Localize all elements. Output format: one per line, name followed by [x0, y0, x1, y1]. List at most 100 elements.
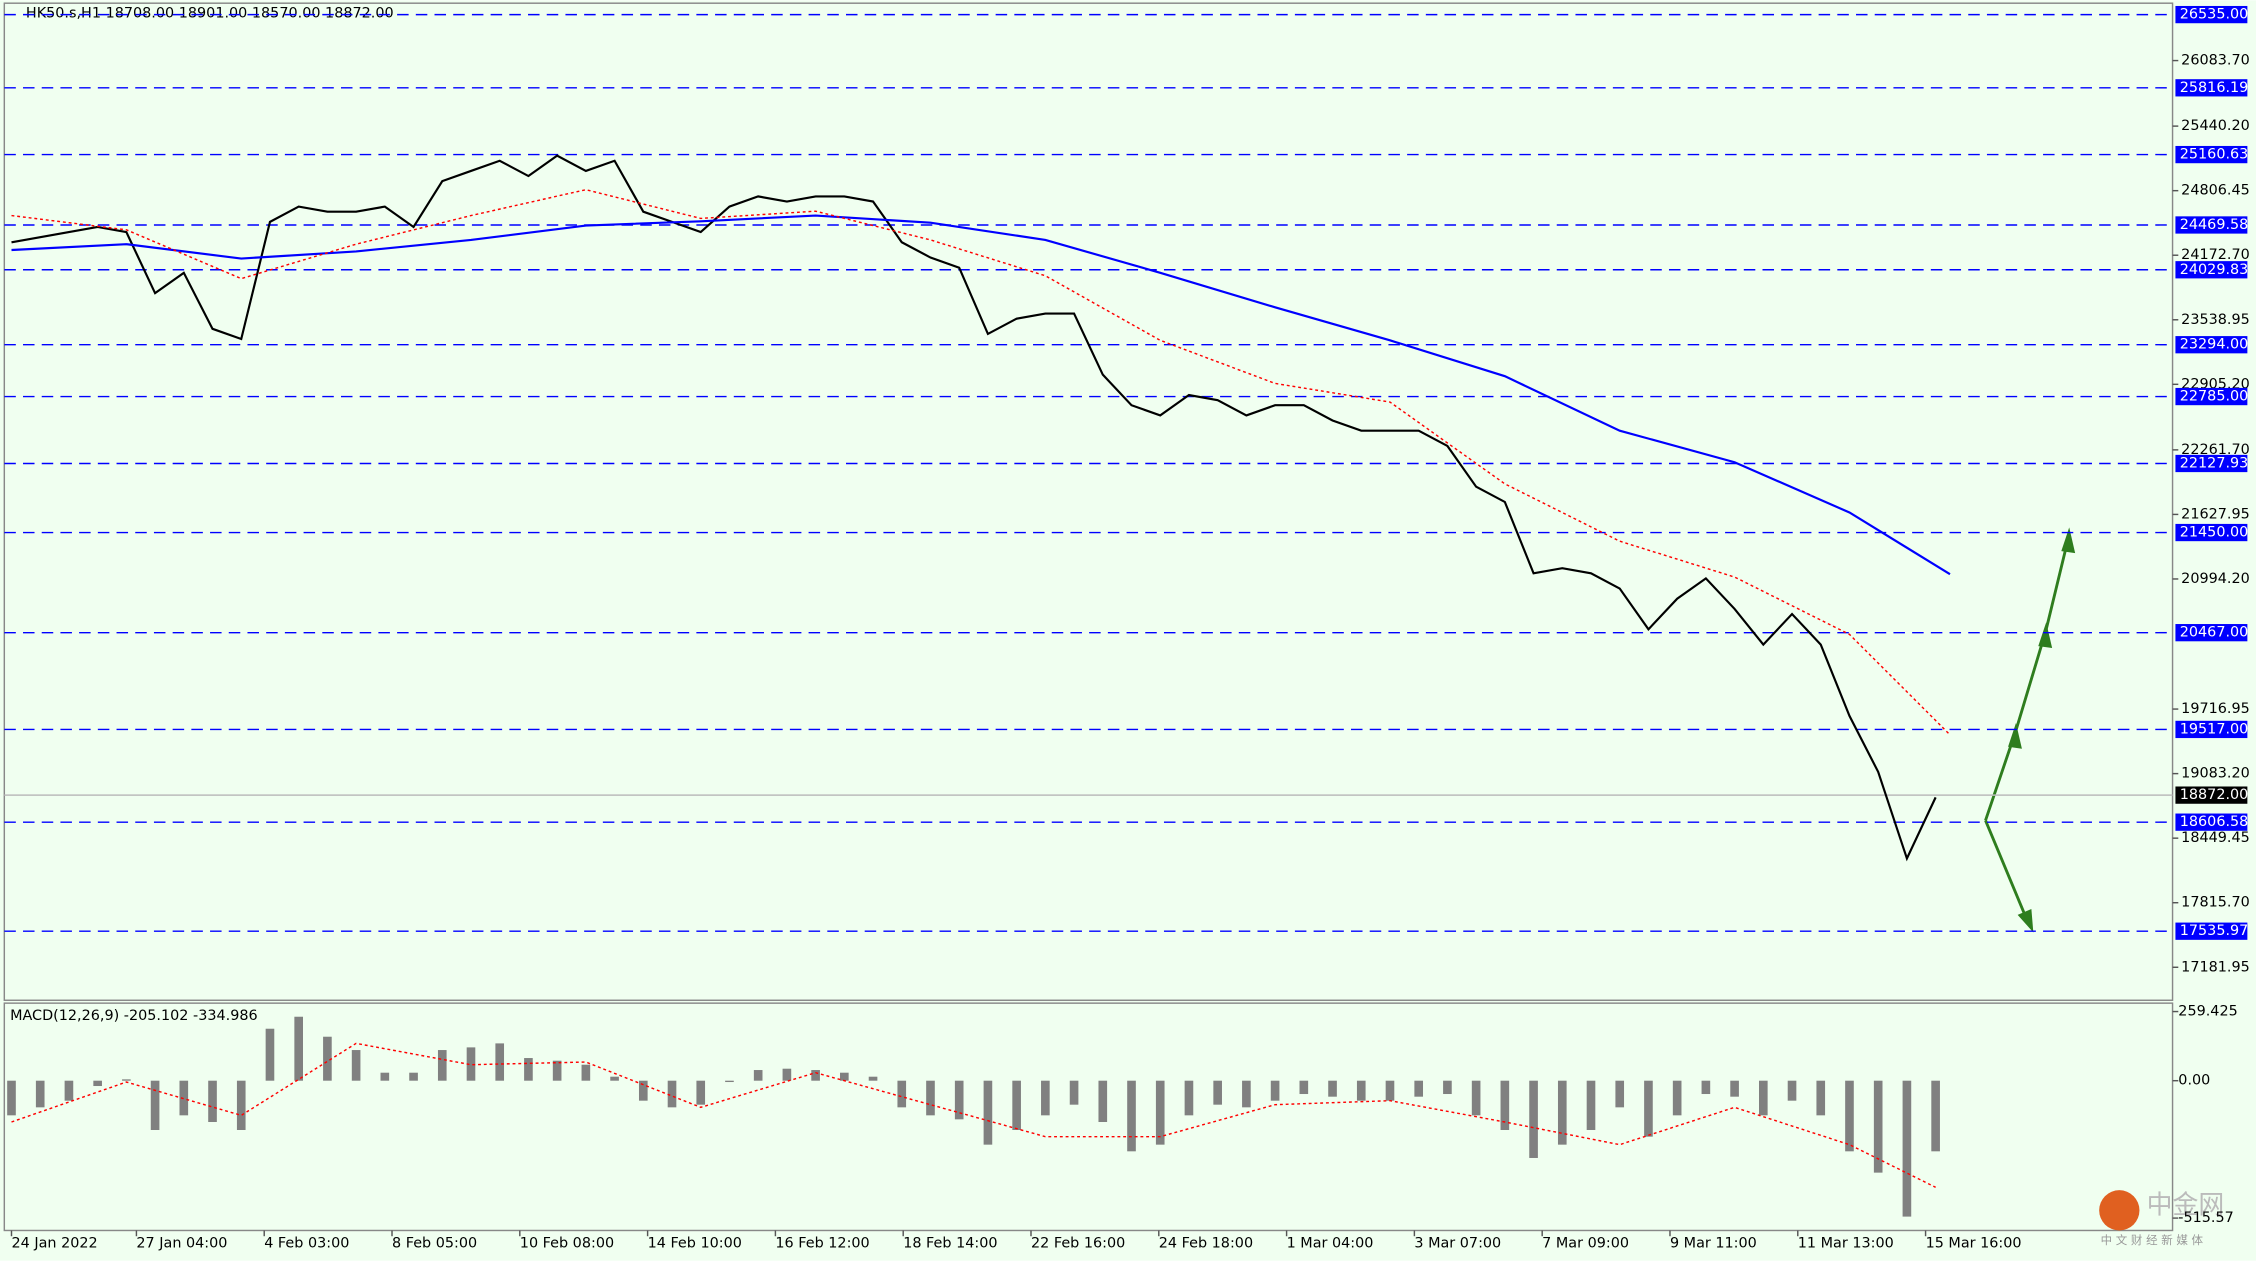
level-label: 21450.00	[2180, 525, 2249, 541]
macd-bar	[868, 1076, 878, 1081]
x-tick-label: 27 Jan 04:00	[136, 1235, 227, 1251]
macd-bar	[954, 1080, 964, 1120]
level-label: 18606.58	[2180, 814, 2249, 830]
macd-bar	[1701, 1080, 1711, 1095]
macd-bar	[1787, 1080, 1797, 1101]
level-label-box	[2175, 145, 2248, 164]
x-tick-label: 24 Jan 2022	[11, 1235, 97, 1251]
level-label-box	[2175, 216, 2248, 234]
x-tick-label: 15 Mar 16:00	[1926, 1235, 2022, 1251]
macd-bar	[294, 1016, 303, 1081]
level-label: 24029.83	[2180, 262, 2249, 278]
level-label: 24469.58	[2180, 217, 2249, 233]
level-label-box	[2175, 5, 2248, 24]
y-tick-label: 17815.70	[2181, 895, 2250, 911]
macd-bar	[552, 1060, 562, 1081]
watermark-logo	[2099, 1190, 2140, 1231]
price-line	[11, 188, 1951, 736]
y-tick-label: 26083.70	[2181, 53, 2250, 69]
macd-bar	[610, 1076, 619, 1081]
macd-bar	[1069, 1080, 1079, 1105]
level-label: 22127.93	[2180, 455, 2249, 471]
macd-bar	[351, 1050, 361, 1081]
macd-bar	[1012, 1080, 1021, 1130]
macd-bar	[208, 1080, 217, 1123]
macd-bar	[1213, 1080, 1222, 1105]
level-label-box	[2175, 523, 2248, 542]
macd-bar	[1242, 1080, 1251, 1108]
y-tick-label: 21627.95	[2181, 506, 2250, 522]
x-tick-label: 4 Feb 03:00	[264, 1235, 349, 1251]
macd-bar	[409, 1072, 418, 1081]
macd-bar	[1471, 1080, 1481, 1116]
macd-bar	[122, 1079, 131, 1081]
macd-bar	[35, 1080, 45, 1108]
x-tick-label: 24 Feb 18:00	[1159, 1235, 1253, 1251]
macd-bar	[380, 1072, 390, 1081]
macd-bar	[1098, 1080, 1108, 1123]
macd-frame	[3, 1002, 2174, 1232]
price-line	[11, 214, 1951, 576]
macd-title: MACD(12,26,9) -205.102 -334.986	[10, 1008, 258, 1024]
level-label: 19517.00	[2180, 721, 2249, 737]
macd-bar	[150, 1080, 160, 1130]
level-label-box	[2175, 79, 2248, 97]
macd-bar	[495, 1043, 505, 1081]
level-label-box	[2175, 922, 2248, 940]
macd-bar	[1041, 1080, 1050, 1116]
x-tick-label: 3 Mar 07:00	[1414, 1235, 1501, 1251]
macd-bar	[466, 1047, 476, 1081]
macd-bar	[323, 1036, 332, 1081]
y-tick-label: 17181.95	[2181, 959, 2250, 975]
watermark-subtitle: 中 文 财 经 新 媒 体	[2101, 1233, 2204, 1247]
level-label-box	[2175, 813, 2248, 831]
macd-bar	[1931, 1080, 1940, 1152]
macd-bar	[93, 1080, 102, 1087]
x-tick-label: 22 Feb 16:00	[1031, 1235, 1125, 1251]
macd-bar	[1500, 1080, 1510, 1130]
x-tick-label: 11 Mar 13:00	[1798, 1235, 1894, 1251]
macd-bar	[753, 1070, 763, 1081]
forecast-arrows	[1984, 527, 2076, 933]
y-tick-label: 25440.20	[2181, 118, 2250, 134]
macd-bar	[524, 1058, 533, 1081]
level-label-box	[2175, 336, 2248, 354]
macd-bar	[897, 1080, 907, 1108]
macd-bar	[1672, 1080, 1682, 1116]
macd-bar	[1586, 1080, 1596, 1130]
macd-bar	[1845, 1080, 1854, 1152]
level-label-box	[2175, 387, 2248, 406]
macd-bar	[983, 1080, 993, 1145]
level-label-box	[2175, 624, 2248, 642]
y-tick-label: 24806.45	[2181, 183, 2250, 199]
current-price-box	[2175, 786, 2248, 804]
level-label: 26535.00	[2180, 7, 2249, 23]
macd-bar	[1443, 1080, 1452, 1095]
chart-title: HK50.s,H1 18708.00 18901.00 18570.00 188…	[26, 5, 394, 21]
level-label: 20467.00	[2180, 625, 2249, 641]
macd-bar	[1758, 1080, 1768, 1116]
y-tick-label: 20994.20	[2181, 571, 2250, 587]
level-label: 23294.00	[2180, 337, 2249, 353]
macd-bar	[1730, 1080, 1739, 1097]
macd-bar	[696, 1080, 706, 1105]
macd-bar	[1155, 1080, 1165, 1145]
x-tick-label: 18 Feb 14:00	[903, 1235, 997, 1251]
level-label-box	[2175, 454, 2248, 473]
current-price-label: 18872.00	[2180, 787, 2249, 803]
macd-bar	[782, 1068, 792, 1081]
x-tick-label: 1 Mar 04:00	[1287, 1235, 1374, 1251]
x-tick-label: 10 Feb 08:00	[520, 1235, 614, 1251]
x-tick-label: 8 Feb 05:00	[392, 1235, 477, 1251]
macd-bar	[64, 1080, 74, 1101]
y-tick-label: 19083.20	[2181, 766, 2250, 782]
macd-bar	[667, 1080, 677, 1108]
macd-bar	[265, 1028, 275, 1081]
macd-bar	[811, 1070, 820, 1081]
x-tick-label: 16 Feb 12:00	[775, 1235, 869, 1251]
watermark-title: 中金网	[2147, 1191, 2225, 1221]
y-tick-label: -515.57	[2178, 1210, 2234, 1226]
